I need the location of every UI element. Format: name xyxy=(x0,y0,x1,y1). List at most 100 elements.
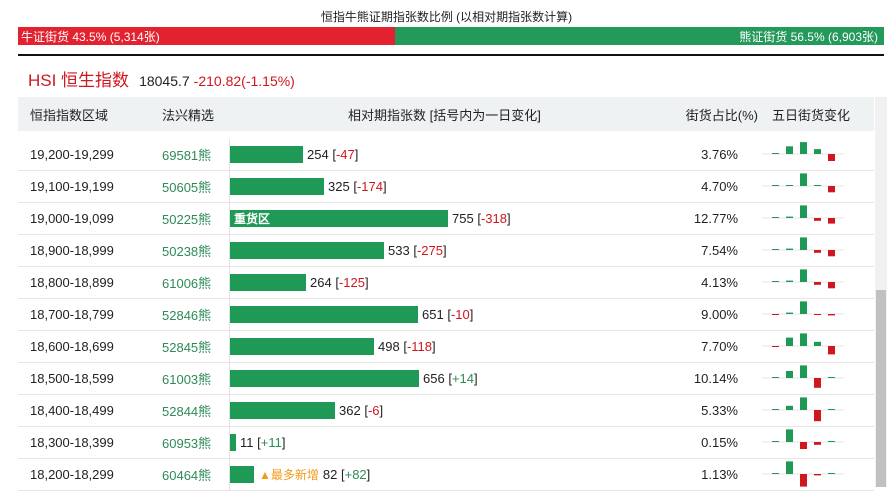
sparkline-bar xyxy=(772,281,779,282)
range-cell: 18,500-18,599 xyxy=(30,371,114,386)
code-link[interactable]: 61006熊 xyxy=(162,276,212,291)
sparkline-bar xyxy=(772,409,779,410)
table-row: 18,300-18,399 60953熊 11 [+11] 0.15% xyxy=(18,427,874,459)
sparkline-bar xyxy=(786,461,793,474)
column-divider xyxy=(229,171,230,202)
table-header: 恒指指数区域 法兴精选 相对期指张数 [括号内为一日变化] 街货占比(%) 五日… xyxy=(18,97,874,131)
count-change: -275 xyxy=(416,243,443,258)
pct-cell: 3.76% xyxy=(701,147,738,162)
table-row: 18,500-18,599 61003熊 656 [+14] 10.14% xyxy=(18,363,874,395)
column-divider xyxy=(229,139,230,170)
count-change: +14 xyxy=(451,371,474,386)
scrollbar-thumb[interactable] xyxy=(876,290,886,487)
sparkline xyxy=(762,459,852,490)
pct-cell: 9.00% xyxy=(701,307,738,322)
sparkline xyxy=(762,139,852,170)
sparkline-bar xyxy=(772,314,779,315)
code-link[interactable]: 52846熊 xyxy=(162,308,212,323)
sparkline-bar xyxy=(786,216,793,218)
count-number: 656 xyxy=(423,371,445,386)
index-quote: HSI 恒生指数 18045.7 -210.82(-1.15%) xyxy=(28,66,295,91)
sparkline-chart xyxy=(762,173,844,193)
count-change: -318 xyxy=(480,211,507,226)
range-cell: 18,400-18,499 xyxy=(30,403,114,418)
code-link[interactable]: 50238熊 xyxy=(162,244,212,259)
sparkline-bar xyxy=(828,218,835,224)
index-price: 18045.7 xyxy=(139,73,190,89)
count-number: 533 xyxy=(388,243,410,258)
code-link[interactable]: 61003熊 xyxy=(162,372,212,387)
code-link[interactable]: 52845熊 xyxy=(162,340,212,355)
sparkline-bar xyxy=(828,250,835,257)
column-divider xyxy=(229,395,230,426)
count-bar: 重货区 xyxy=(230,210,448,227)
count-number: 362 xyxy=(339,403,361,418)
sparkline-bar xyxy=(772,153,779,154)
code-link[interactable]: 52844熊 xyxy=(162,404,212,419)
sparkline-chart xyxy=(762,142,844,161)
sparkline-bar xyxy=(814,185,821,186)
code-link[interactable]: 50605熊 xyxy=(162,180,212,195)
scrollbar[interactable] xyxy=(875,97,887,487)
count-number: 11 xyxy=(240,435,254,450)
sparkline-bar xyxy=(814,474,821,476)
sparkline-chart xyxy=(762,237,844,257)
range-cell: 19,200-19,299 xyxy=(30,147,114,162)
table-row: 18,800-18,899 61006熊 264 [-125] 4.13% xyxy=(18,267,874,299)
table-row: 18,200-18,299 60464熊 ▲最多新增 82 [+82] 1.13% xyxy=(18,459,874,491)
sparkline-bar xyxy=(800,142,807,154)
count-bar xyxy=(230,178,324,195)
sparkline-bar xyxy=(800,442,807,449)
count-value: 264 [-125] xyxy=(310,275,369,290)
sparkline-bar xyxy=(772,185,779,186)
sparkline xyxy=(762,363,852,394)
column-divider xyxy=(229,459,230,490)
col-header-code: 法兴精选 xyxy=(162,107,215,123)
column-divider xyxy=(229,331,230,362)
range-cell: 19,000-19,099 xyxy=(30,211,114,226)
code-link[interactable]: 69581熊 xyxy=(162,148,212,163)
sparkline-chart xyxy=(762,269,844,289)
count-value: 82 [+82] xyxy=(322,467,371,482)
count-bar xyxy=(230,274,306,291)
sparkline-bar xyxy=(772,473,779,474)
sparkline-bar xyxy=(800,269,807,282)
pct-cell: 0.15% xyxy=(701,435,738,450)
count-cell: 11 [+11] xyxy=(230,427,285,458)
count-cell: 重货区 755 [-318] xyxy=(230,203,511,234)
code-link[interactable]: 60464熊 xyxy=(162,468,212,483)
table-row: 18,400-18,499 52844熊 362 [-6] 5.33% xyxy=(18,395,874,427)
sparkline-bar xyxy=(800,301,807,314)
code-link[interactable]: 50225熊 xyxy=(162,212,212,227)
column-divider xyxy=(229,267,230,298)
pct-cell: 4.70% xyxy=(701,179,738,194)
sparkline-bar xyxy=(786,337,793,346)
sparkline-chart xyxy=(762,397,844,422)
count-bar xyxy=(230,338,374,355)
count-value: 651 [-10] xyxy=(422,307,474,322)
table-body: 19,200-19,299 69581熊 254 [-47] 3.76% 19,100-… xyxy=(18,139,874,491)
sparkline xyxy=(762,235,852,266)
code-link[interactable]: 60953熊 xyxy=(162,436,212,451)
count-value: 11 [+11] xyxy=(240,435,286,450)
count-cell: 533 [-275] xyxy=(230,235,447,266)
sparkline-bar xyxy=(814,250,821,253)
sparkline-bar xyxy=(772,441,779,442)
sparkline-bar xyxy=(800,333,807,346)
sparkline xyxy=(762,203,852,234)
page-title: 恒指牛熊证期指张数比例 (以相对期指张数计算) xyxy=(320,10,573,24)
sparkline-bar xyxy=(772,217,779,218)
bear-segment: 熊证街货 56.5% (6,903张) xyxy=(394,27,884,45)
sparkline-bar xyxy=(772,377,779,378)
col-header-5day: 五日街货变化 xyxy=(772,107,851,123)
sparkline-bar xyxy=(800,474,807,487)
count-cell: 651 [-10] xyxy=(230,299,473,330)
sparkline-bar xyxy=(786,146,793,154)
sparkline-chart xyxy=(762,365,844,388)
column-divider xyxy=(229,363,230,394)
index-change: -210.82(-1.15%) xyxy=(193,73,295,89)
pct-cell: 4.13% xyxy=(701,275,738,290)
most-added-tag: ▲最多新增 xyxy=(259,468,319,482)
sparkline-bar xyxy=(772,249,779,250)
sparkline-chart xyxy=(762,333,844,355)
